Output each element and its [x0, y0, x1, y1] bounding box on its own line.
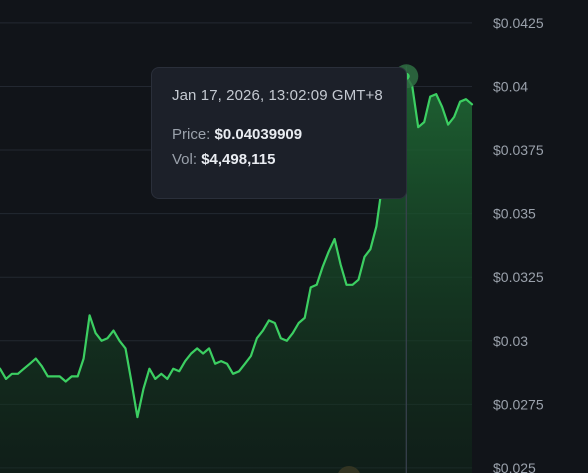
tooltip-vol-label: Vol: — [172, 151, 198, 168]
y-tick-label: $0.0425 — [493, 15, 544, 31]
y-tick-label: $0.025 — [493, 460, 536, 473]
y-tick-label: $0.04 — [493, 78, 528, 94]
tooltip-price-row: Price: $0.04039909 — [172, 126, 386, 143]
tooltip-vol-value: $4,498,115 — [201, 151, 276, 168]
y-tick-label: $0.035 — [493, 206, 536, 222]
bottom-marker-icon — [338, 466, 360, 473]
y-tick-label: $0.03 — [493, 333, 528, 349]
price-tooltip: Jan 17, 2026, 13:02:09 GMT+8 Price: $0.0… — [151, 67, 407, 199]
y-tick-label: $0.0275 — [493, 396, 544, 412]
y-axis: $0.0425 $0.04 $0.0375 $0.035 $0.0325 $0.03 $0.… — [493, 15, 544, 473]
tooltip-price-label: Price: — [172, 126, 211, 143]
tooltip-vol-row: Vol: $4,498,115 — [172, 151, 386, 168]
price-area — [0, 76, 472, 473]
y-tick-label: $0.0375 — [493, 142, 544, 158]
tooltip-time: Jan 17, 2026, 13:02:09 GMT+8 — [172, 87, 383, 104]
y-tick-label: $0.0325 — [493, 269, 544, 285]
tooltip-price-value: $0.04039909 — [214, 126, 303, 143]
